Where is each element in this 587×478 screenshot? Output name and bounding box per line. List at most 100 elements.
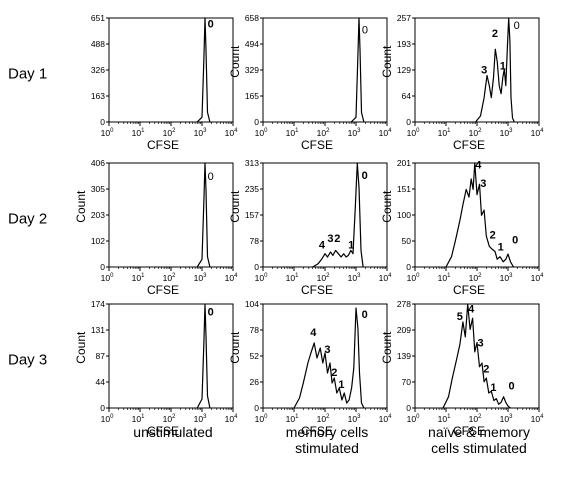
y-tick-label: 157 xyxy=(245,210,259,220)
plot-frame xyxy=(108,303,234,409)
histogram-trace xyxy=(350,17,365,123)
division-peak-label: 0 xyxy=(362,24,368,36)
y-tick-label: 174 xyxy=(91,299,105,309)
y-tick-label: 102 xyxy=(91,236,105,246)
division-peak-label: 1 xyxy=(490,382,496,394)
x-tick-label: 104 xyxy=(379,414,392,424)
y-tick-label: 193 xyxy=(397,39,411,49)
y-tick-label: 488 xyxy=(91,39,105,49)
histogram-panel-9: 0 70 139 209 278 100 101 102 103 104 CFSE Count 54 3 2… xyxy=(380,299,544,438)
x-axis-title: CFSE xyxy=(147,424,179,438)
x-tick-label: 100 xyxy=(255,414,268,424)
x-tick-label: 100 xyxy=(407,414,420,424)
plot-frame xyxy=(108,162,234,268)
y-axis-title: Count xyxy=(228,331,242,364)
x-tick-label: 100 xyxy=(101,128,114,138)
x-tick-label: 101 xyxy=(286,414,299,424)
division-peak-label: 3 xyxy=(324,344,330,356)
x-tick-label: 101 xyxy=(132,273,145,283)
y-tick-label: 257 xyxy=(397,13,411,23)
y-axis-title: Count xyxy=(228,45,242,78)
division-peak-label: 0 xyxy=(208,306,214,318)
division-peak-label: 0 xyxy=(362,170,368,182)
x-tick-label: 103 xyxy=(500,414,513,424)
histogram-panel-2: 0 165 329 494 658 100 101 102 103 104 CFSE Count 0 xyxy=(228,13,392,152)
division-peak-label: 2 xyxy=(490,230,496,242)
histogram-trace xyxy=(293,307,365,409)
y-tick-label: 50 xyxy=(402,236,412,246)
y-tick-label: 87 xyxy=(96,351,106,361)
y-axis-title: Count xyxy=(74,331,88,364)
y-tick-label: 151 xyxy=(397,184,411,194)
y-tick-label: 0 xyxy=(406,117,411,127)
x-tick-label: 102 xyxy=(469,128,482,138)
division-peak-label: 4 xyxy=(468,304,475,316)
y-tick-label: 203 xyxy=(91,210,105,220)
division-peak-label: 0 xyxy=(508,380,514,392)
division-peak-label: 1 xyxy=(338,379,344,391)
x-tick-label: 100 xyxy=(255,128,268,138)
row-label-day-3: Day 3 xyxy=(8,351,47,368)
y-tick-label: 52 xyxy=(250,351,260,361)
x-tick-label: 102 xyxy=(317,273,330,283)
y-tick-label: 0 xyxy=(254,403,259,413)
x-axis-title: CFSE xyxy=(453,424,485,438)
plot-frame xyxy=(414,303,540,409)
column-label-3: naïve & memory cells stimulated xyxy=(428,424,530,456)
x-tick-label: 103 xyxy=(194,128,207,138)
y-tick-label: 305 xyxy=(91,184,105,194)
division-peak-label: 5 xyxy=(457,311,463,323)
x-tick-label: 102 xyxy=(317,128,330,138)
division-peak-label: 1 xyxy=(500,60,506,72)
y-axis-title: Count xyxy=(380,190,394,223)
y-tick-label: 100 xyxy=(397,210,411,220)
row-labels: Day 1 Day 2 Day 3 xyxy=(8,65,47,368)
x-axis-title: CFSE xyxy=(453,138,485,152)
plot-frame xyxy=(262,17,388,123)
y-tick-label: 0 xyxy=(254,262,259,272)
x-tick-label: 102 xyxy=(163,414,176,424)
column-labels: unstimulated memory cells stimulated naïve … xyxy=(133,424,530,456)
y-tick-label: 278 xyxy=(397,299,411,309)
histogram-trace xyxy=(475,17,515,123)
x-tick-label: 100 xyxy=(101,414,114,424)
histogram-trace xyxy=(312,162,364,268)
x-tick-label: 101 xyxy=(286,273,299,283)
division-peak-label: 2 xyxy=(492,28,498,40)
y-tick-label: 0 xyxy=(100,262,105,272)
x-axis-title: CFSE xyxy=(147,283,179,297)
x-tick-label: 101 xyxy=(438,273,451,283)
division-peak-label: 0 xyxy=(208,19,214,31)
x-tick-label: 101 xyxy=(132,128,145,138)
y-tick-label: 78 xyxy=(250,325,260,335)
y-tick-label: 329 xyxy=(245,65,259,75)
division-peak-label: 0 xyxy=(512,235,518,247)
x-tick-label: 102 xyxy=(469,414,482,424)
histogram-panel-3: 0 64 129 193 257 100 101 102 103 104 CFSE Count 3 2 1 0 xyxy=(380,13,544,152)
division-peak-label: 0 xyxy=(208,171,214,183)
x-tick-label: 102 xyxy=(469,273,482,283)
division-peak-label: 2 xyxy=(331,367,337,379)
y-tick-label: 0 xyxy=(254,117,259,127)
histogram-panel-4: 0 102 203 305 406 100 101 102 103 104 CFSE Count 0 xyxy=(74,158,238,297)
x-axis-title: CFSE xyxy=(301,138,333,152)
x-tick-label: 104 xyxy=(379,273,392,283)
division-peak-label: 4 xyxy=(475,160,482,172)
y-tick-label: 163 xyxy=(91,91,105,101)
y-axis-title: Count xyxy=(380,45,394,78)
x-tick-label: 104 xyxy=(531,128,544,138)
y-tick-label: 129 xyxy=(397,65,411,75)
x-tick-label: 103 xyxy=(348,128,361,138)
x-tick-label: 104 xyxy=(225,414,238,424)
y-tick-label: 651 xyxy=(91,13,105,23)
column-label-2: memory cells stimulated xyxy=(286,424,368,456)
x-axis-title: CFSE xyxy=(453,283,485,297)
x-tick-label: 100 xyxy=(101,273,114,283)
x-tick-label: 104 xyxy=(225,273,238,283)
x-tick-label: 100 xyxy=(255,273,268,283)
division-peak-label: 0 xyxy=(362,309,368,321)
y-axis-title: Count xyxy=(228,190,242,223)
row-label-day-1: Day 1 xyxy=(8,65,47,82)
